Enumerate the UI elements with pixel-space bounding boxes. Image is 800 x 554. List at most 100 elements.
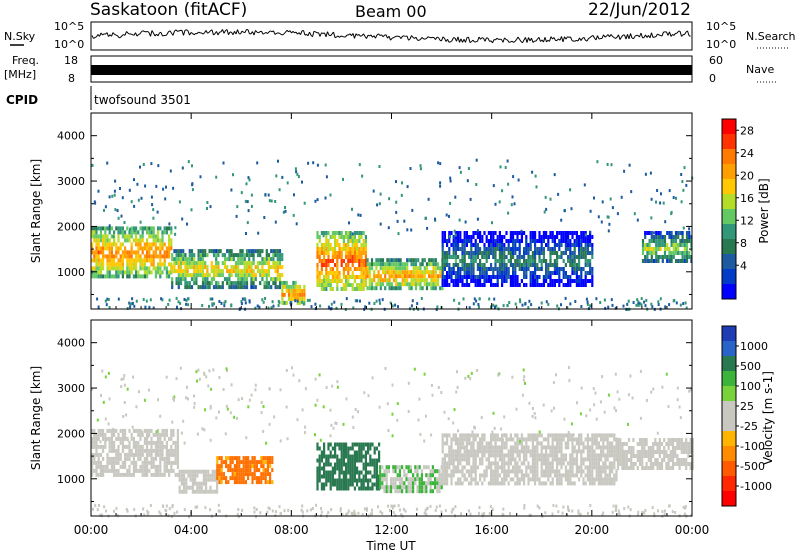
echo-cell	[392, 465, 395, 470]
echo-cell	[358, 247, 361, 251]
echo-cell	[481, 457, 484, 462]
echo-cell	[248, 261, 251, 266]
echo-cell	[564, 283, 567, 287]
echo-cell	[165, 452, 168, 457]
noise-segment	[531, 38, 534, 43]
echo-cell	[173, 265, 176, 270]
echo-cell	[362, 446, 365, 451]
echo-cell	[611, 461, 614, 466]
echo-cell	[185, 302, 188, 306]
echo-cell	[208, 285, 211, 290]
echo-cell	[183, 473, 186, 478]
echo-cell	[470, 259, 473, 263]
echo-cell	[390, 477, 393, 482]
echo-cell	[591, 453, 594, 458]
echo-cell	[591, 441, 594, 446]
echo-cell	[542, 231, 545, 235]
echo-cell	[501, 481, 504, 486]
noise-segment	[441, 36, 444, 42]
echo-cell	[443, 279, 446, 283]
echo-cell	[586, 453, 589, 458]
noise-segment	[336, 35, 339, 38]
echo-cell	[600, 477, 603, 482]
echo-cell	[177, 269, 180, 274]
echo-cell	[345, 231, 348, 235]
echo-cell	[491, 221, 493, 225]
echo-cell	[186, 257, 189, 262]
echo-cell	[135, 242, 138, 247]
noise-segment	[94, 36, 97, 39]
echo-cell	[529, 283, 532, 287]
echo-cell	[347, 231, 350, 235]
echo-cell	[329, 287, 332, 291]
echo-cell	[516, 247, 519, 251]
echo-cell	[128, 468, 131, 473]
echo-cell	[227, 456, 230, 461]
echo-cell	[199, 175, 202, 179]
echo-cell	[126, 262, 129, 267]
echo-cell	[595, 469, 598, 474]
echo-cell	[452, 437, 455, 442]
echo-cell	[589, 271, 592, 275]
echo-cell	[638, 454, 642, 458]
echo-cell	[474, 243, 477, 247]
echo-cell	[470, 445, 473, 450]
noise-segment	[120, 35, 123, 38]
echo-cell	[529, 259, 532, 263]
echo-cell	[562, 283, 565, 287]
echo-cell	[641, 247, 645, 251]
echo-cell	[481, 433, 484, 438]
echo-cell	[126, 266, 129, 271]
echo-cell	[336, 466, 339, 471]
echo-cell	[465, 461, 468, 466]
echo-cell	[509, 461, 512, 466]
echo-cell	[573, 457, 576, 462]
echo-cell	[264, 480, 267, 485]
echo-cell	[115, 274, 118, 279]
echo-cell	[93, 230, 96, 235]
echo-cell	[652, 462, 655, 466]
echo-cell	[152, 472, 155, 477]
echo-cell	[584, 275, 587, 279]
echo-cell	[427, 473, 430, 478]
echo-cell	[323, 470, 326, 475]
echo-cell	[171, 269, 174, 274]
echo-cell	[243, 277, 246, 282]
echo-cell	[325, 235, 328, 239]
echo-cell	[177, 257, 180, 262]
echo-cell	[439, 270, 442, 275]
echo-cell	[467, 167, 470, 170]
echo-cell	[320, 243, 323, 247]
echo-cell	[490, 235, 493, 239]
echo-cell	[191, 481, 194, 486]
echo-cell	[325, 470, 328, 475]
echo-cell	[556, 453, 559, 458]
echo-cell	[448, 214, 450, 218]
echo-cell	[681, 231, 684, 235]
echo-cell	[329, 247, 332, 251]
echo-cell	[643, 300, 646, 304]
echo-cell	[556, 259, 559, 263]
echo-cell	[571, 251, 574, 255]
echo-cell	[117, 234, 120, 239]
echo-cell	[496, 461, 499, 466]
echo-cell	[683, 251, 686, 255]
echo-cell	[213, 469, 216, 474]
echo-cell	[507, 239, 510, 243]
echo-cell	[520, 235, 523, 239]
echo-cell	[450, 473, 453, 478]
echo-cell	[589, 457, 592, 462]
echo-cell	[656, 466, 659, 470]
echo-cell	[392, 477, 395, 482]
echo-cell	[425, 286, 429, 291]
echo-cell	[119, 230, 122, 235]
echo-cell	[399, 270, 402, 275]
echo-cell	[325, 458, 328, 463]
echo-cell	[212, 265, 216, 270]
echo-cell	[269, 472, 272, 477]
echo-cell	[135, 448, 138, 453]
echo-cell	[461, 433, 464, 438]
echo-cell	[237, 273, 240, 278]
echo-cell	[282, 210, 285, 214]
echo-cell	[316, 247, 319, 251]
